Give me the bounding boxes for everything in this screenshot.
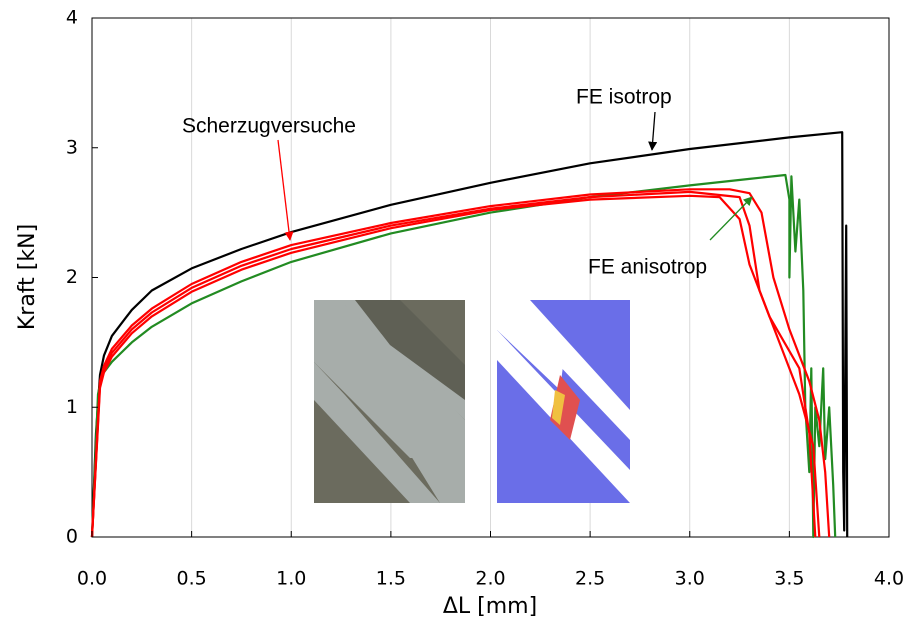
y-axis-title: Kraft [kN] [15,224,40,330]
y-tick-label: 3 [66,136,78,158]
annotation: FE anisotrop [588,256,707,279]
x-tick-label: 4.0 [874,568,904,590]
annotation-arrow [652,112,655,150]
page: ΔL [mm] Kraft [kN] 0.0 0.5 1.0 1.5 2.0 2.5 3.0… [0,0,909,633]
annotation: FE isotrop [576,86,672,109]
x-tick-label: 1.0 [276,568,306,590]
x-tick-label: 3.0 [675,568,705,590]
annotation-arrow [710,197,752,240]
y-tick-label: 4 [66,7,78,29]
x-axis-title: ΔL [mm] [443,594,537,619]
inset-photo [314,300,465,503]
lines [92,132,847,537]
x-tick-label: 0.0 [77,568,107,590]
inset-fe [497,300,630,503]
chart: ΔL [mm] Kraft [kN] 0.0 0.5 1.0 1.5 2.0 2.5 3.0… [0,0,909,633]
x-tick-label: 1.5 [376,568,406,590]
x-tick-label: 2.5 [575,568,605,590]
annotation-arrow [278,140,290,240]
y-tick-label: 0 [66,526,78,548]
series-line [92,132,847,537]
annotation: Scherzugversuche [182,115,356,138]
x-tick-label: 3.5 [774,568,804,590]
x-tick-label: 2.0 [475,568,505,590]
grid [92,18,889,537]
y-tick-label: 1 [66,396,78,418]
y-tick-label: 2 [66,266,78,288]
x-tick-label: 0.5 [177,568,207,590]
